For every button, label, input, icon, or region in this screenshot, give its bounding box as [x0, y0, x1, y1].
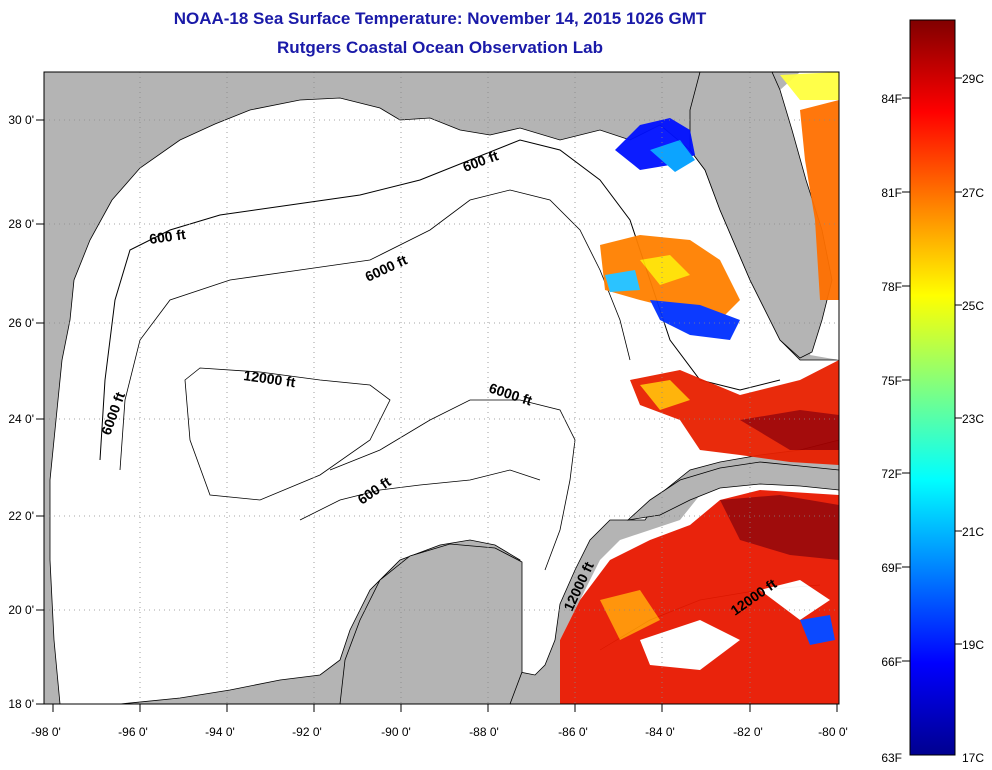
lat-label-5: 22 0' — [8, 509, 34, 523]
lat-label-4: 24 0' — [8, 412, 34, 426]
cb-f-label-5: 72F — [881, 467, 902, 481]
contour-6000ft-south — [329, 399, 576, 571]
cb-f-label-4: 75F — [881, 374, 902, 388]
lat-label-3: 26 0' — [8, 316, 34, 330]
map-area: 600 ft 600 ft 6000 ft 6000 ft 6000 ft 12… — [44, 72, 839, 704]
sst-patch-atlantic-orange — [800, 100, 839, 300]
florida-land — [689, 72, 833, 359]
lon-label-10: -80 0' — [818, 725, 848, 739]
lat-label-6: 20 0' — [8, 603, 34, 617]
lon-label-7: -86 0' — [558, 725, 588, 739]
lon-label-4: -92 0' — [292, 725, 322, 739]
graticule — [44, 72, 839, 704]
sst-patch-cold-wfs — [650, 300, 740, 340]
cuba-land — [626, 461, 839, 521]
sst-patch-atlantic-yellow — [780, 72, 839, 100]
colorbar-fahrenheit-labels: 84F 81F 78F 75F 72F 69F 66F 63F — [881, 92, 902, 765]
sst-patch-caribbean-darkred — [720, 495, 839, 560]
lon-label-5: -90 0' — [381, 725, 411, 739]
lat-label-2: 28 0' — [8, 217, 34, 231]
lon-label-9: -82 0' — [733, 725, 763, 739]
map-title: NOAA-18 Sea Surface Temperature: Novembe… — [173, 9, 707, 28]
lat-label-7: 18 0' — [8, 697, 34, 711]
cb-f-label-7: 66F — [881, 655, 902, 669]
cb-c-label-1: 29C — [962, 72, 984, 86]
lon-label-2: -96 0' — [118, 725, 148, 739]
cb-c-label-7: 17C — [962, 751, 984, 765]
cb-f-label-1: 84F — [881, 92, 902, 106]
tick-marks — [36, 119, 838, 712]
contour-6000ft-north — [119, 189, 631, 471]
sst-patch-cyan-wfs — [605, 270, 640, 292]
cb-c-label-6: 19C — [962, 638, 984, 652]
contour-600ft-south — [299, 469, 541, 521]
lat-label-1: 30 0' — [8, 113, 34, 127]
lat-labels: 30 0' 28 0' 26 0' 24 0' 22 0' 20 0' 18 0… — [8, 113, 34, 711]
sst-patch-yellow-wfs — [640, 255, 690, 285]
lon-label-3: -94 0' — [205, 725, 235, 739]
yucatan-land — [339, 543, 523, 704]
cb-f-label-3: 78F — [881, 280, 902, 294]
map-subtitle: Rutgers Coastal Ocean Observation Lab — [277, 38, 603, 57]
contour-label-2: 600 ft — [148, 226, 187, 247]
colorbar-celsius-labels: 29C 27C 25C 23C 21C 19C 17C — [962, 72, 984, 765]
lon-label-6: -88 0' — [469, 725, 499, 739]
sst-patch-darkred-straits — [740, 410, 839, 450]
sst-patch-caribbean-blue — [800, 615, 835, 645]
cb-c-label-3: 25C — [962, 299, 984, 313]
cb-f-label-2: 81F — [881, 186, 902, 200]
sst-patch-caribbean-orange — [600, 590, 660, 640]
cb-f-label-8: 63F — [881, 751, 902, 765]
sst-patches — [560, 72, 839, 704]
contour-600ft — [99, 139, 781, 461]
cb-c-label-5: 21C — [962, 525, 984, 539]
sst-patch-mix-keys — [640, 380, 690, 410]
cb-c-label-2: 27C — [962, 186, 984, 200]
lon-label-8: -84 0' — [645, 725, 675, 739]
colorbar-ticks — [902, 77, 962, 662]
contour-12000ft — [184, 367, 391, 501]
contour-label-6: 12000 ft — [243, 367, 297, 390]
lon-label-1: -98 0' — [31, 725, 61, 739]
cb-c-label-4: 23C — [962, 412, 984, 426]
colorbar — [909, 19, 956, 756]
sst-patch-cool-ne — [650, 140, 695, 172]
cb-f-label-6: 69F — [881, 561, 902, 575]
lon-labels: -98 0' -96 0' -94 0' -92 0' -90 0' -88 0… — [31, 725, 848, 739]
map-frame — [43, 71, 840, 705]
sst-patch-caribbean-gap-2 — [760, 580, 830, 620]
sst-patch-caribbean-gap — [640, 620, 740, 670]
